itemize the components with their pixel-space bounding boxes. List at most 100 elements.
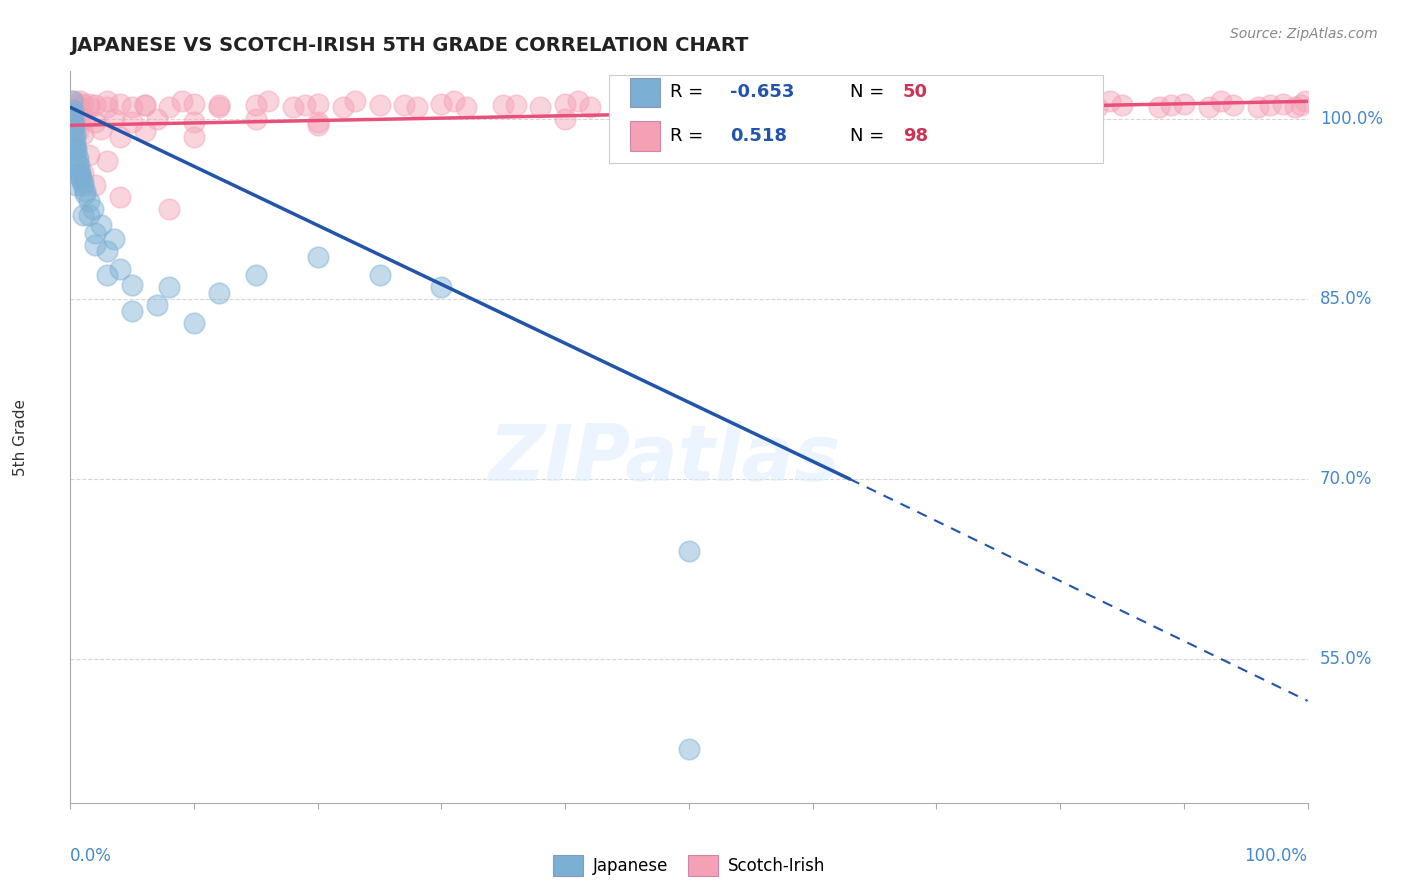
Point [84, 114, 107, 128]
Point [245, 98, 267, 112]
Point [492, 98, 515, 112]
Point [554, 112, 576, 127]
Point [66, 124, 89, 138]
Point [170, 95, 193, 109]
Legend: Japanese, Scotch-Irish: Japanese, Scotch-Irish [546, 848, 832, 882]
Point [75, 112, 97, 127]
Point [505, 98, 527, 112]
Text: -0.653: -0.653 [730, 84, 794, 102]
Point [307, 118, 329, 132]
Point [82, 202, 104, 217]
Point [628, 98, 651, 112]
Point [108, 96, 131, 111]
Point [72, 208, 94, 222]
Point [121, 114, 143, 128]
Point [134, 124, 156, 138]
Point [987, 98, 1010, 112]
Point [1222, 98, 1244, 112]
Point [801, 114, 824, 128]
Point [69, 166, 91, 180]
Point [1147, 100, 1170, 114]
Point [75, 184, 97, 198]
Point [103, 112, 125, 127]
Point [67, 114, 90, 128]
Point [307, 114, 329, 128]
Point [690, 95, 713, 109]
Point [63, 130, 86, 145]
FancyBboxPatch shape [630, 78, 661, 107]
Point [1173, 96, 1195, 111]
Point [103, 232, 125, 246]
Point [66, 151, 89, 165]
Point [183, 96, 205, 111]
Point [66, 158, 89, 172]
Point [77, 100, 100, 114]
Point [430, 96, 453, 111]
Point [443, 95, 465, 109]
Point [84, 238, 107, 252]
Point [368, 98, 391, 112]
Point [294, 98, 316, 112]
Point [827, 95, 849, 109]
Point [96, 154, 118, 169]
Point [368, 268, 391, 283]
Point [752, 98, 775, 112]
Text: N =: N = [849, 127, 890, 145]
Point [72, 127, 94, 141]
Point [208, 98, 231, 112]
Point [1260, 98, 1282, 112]
Text: 0.518: 0.518 [730, 127, 787, 145]
Point [63, 142, 86, 156]
Point [245, 268, 267, 283]
Point [554, 96, 576, 111]
Point [108, 190, 131, 204]
Point [90, 122, 112, 136]
Point [1024, 100, 1046, 114]
Point [183, 130, 205, 145]
Text: 70.0%: 70.0% [1320, 470, 1372, 488]
Point [77, 96, 100, 111]
Text: 55.0%: 55.0% [1320, 650, 1372, 668]
Point [616, 98, 638, 112]
Text: ZIPatlas: ZIPatlas [488, 421, 841, 497]
Point [703, 100, 725, 114]
Text: 100.0%: 100.0% [1244, 847, 1308, 864]
Point [62, 103, 84, 117]
Point [72, 178, 94, 193]
Point [678, 742, 700, 756]
Point [1098, 95, 1121, 109]
Point [1271, 96, 1294, 111]
Point [394, 98, 416, 112]
Point [65, 98, 87, 112]
Point [84, 98, 107, 112]
Point [63, 95, 86, 109]
Point [62, 110, 84, 124]
Point [77, 208, 100, 222]
Point [678, 96, 700, 111]
Text: N =: N = [849, 84, 890, 102]
Point [1049, 110, 1071, 124]
Point [157, 202, 180, 217]
Text: 0.0%: 0.0% [70, 847, 112, 864]
Point [281, 100, 304, 114]
Point [1160, 98, 1182, 112]
Point [62, 122, 84, 136]
Point [96, 268, 118, 283]
Point [65, 112, 87, 127]
Point [1085, 100, 1108, 114]
Point [108, 262, 131, 277]
Point [1291, 98, 1313, 112]
Point [456, 100, 478, 114]
Point [65, 148, 87, 162]
Point [307, 96, 329, 111]
Point [1284, 100, 1306, 114]
Point [63, 127, 86, 141]
Text: 85.0%: 85.0% [1320, 290, 1372, 308]
Point [950, 100, 973, 114]
Point [69, 169, 91, 184]
Text: JAPANESE VS SCOTCH-IRISH 5TH GRADE CORRELATION CHART: JAPANESE VS SCOTCH-IRISH 5TH GRADE CORRE… [70, 36, 748, 54]
Point [776, 100, 799, 114]
Point [1294, 95, 1316, 109]
Point [69, 100, 91, 114]
Point [430, 280, 453, 294]
